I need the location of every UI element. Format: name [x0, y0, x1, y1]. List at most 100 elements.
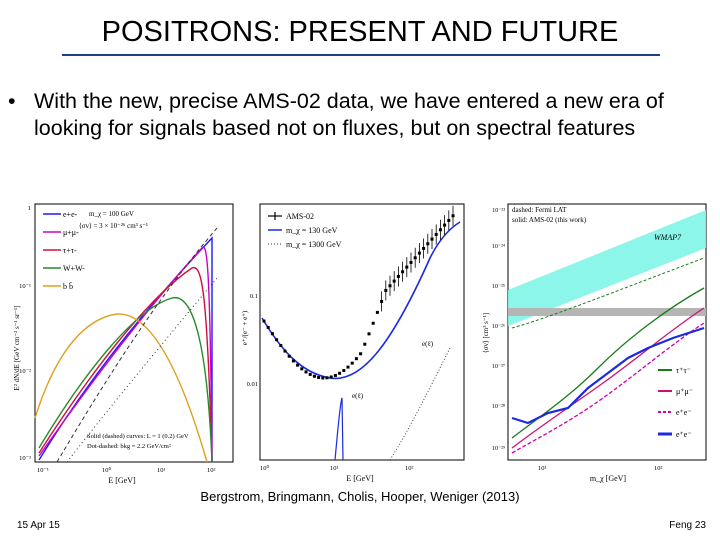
curve-ww [38, 297, 213, 463]
ams-data-point [287, 354, 291, 358]
line-feature [334, 397, 344, 461]
ams-data-point [296, 363, 300, 367]
ytick-2: 10⁻¹ [19, 283, 31, 290]
legend-mumu-limit: μ⁺μ⁻ [676, 387, 693, 396]
figure-caption: Bergstrom, Bringmann, Cholis, Hooper, We… [200, 489, 520, 504]
legend-mumu: μ+μ- [63, 228, 79, 237]
slide-number: Feng 23 [669, 520, 706, 531]
model-curve [261, 221, 461, 380]
p3-xtick-1: 10¹ [538, 465, 547, 472]
ams-data-point [371, 321, 375, 325]
xtick-2: 10⁰ [102, 466, 112, 474]
limit-ee-dashed [511, 322, 705, 454]
curve-mumu [38, 246, 213, 463]
slide-title: POSITRONS: PRESENT AND FUTURE [101, 16, 619, 48]
fermi-limit [511, 257, 705, 329]
legend-tautau-limit: τ⁺τ⁻ [676, 366, 691, 375]
spectra-plot: e+e- μ+μ- τ+τ- W+W- b b̄ m_χ = 100 GeV ⟨… [13, 203, 234, 485]
label-e-high: e(ℓ) [422, 340, 434, 348]
p3-ytick-1: 10⁻²³ [492, 208, 505, 214]
ams-data-point [312, 374, 316, 378]
legend-ee-dashed-limit: e⁺e⁻ [676, 408, 692, 417]
positron-legend: AMS-02 m_χ = 130 GeV m_χ = 1300 GeV [268, 212, 342, 249]
figure-panel-limits: WMAP7 dashed: Fermi LAT solid: AMS-02 (t… [478, 198, 710, 488]
curve-dashed [56, 227, 218, 463]
ams-data-point [300, 367, 304, 371]
ams-data-point [283, 349, 287, 353]
p3-ytick-6: 10⁻²⁸ [492, 404, 505, 410]
ams-data-points [262, 205, 455, 380]
p2-xtick-3: 10² [405, 465, 414, 472]
legend-tautau: τ+τ- [63, 246, 77, 255]
curve-tautau [38, 266, 213, 463]
spectra-ylabel: E² dN/dE [GeV cm⁻² s⁻¹ sr⁻¹] [13, 306, 21, 391]
p3-ytick-4: 10⁻²⁶ [492, 324, 505, 330]
curve-bb [34, 313, 208, 463]
limits-xlabel: m_χ [GeV] [590, 474, 627, 483]
limits-plot: WMAP7 dashed: Fermi LAT solid: AMS-02 (t… [482, 203, 707, 483]
gray-band [508, 308, 706, 316]
positron-ylabel: e⁺/(e⁻ + e⁺) [241, 310, 249, 345]
note-solid: Solid (dashed) curves: L = 1 (0.2) GeV [87, 433, 189, 440]
ams-data-point [338, 371, 342, 375]
limit-ee [511, 326, 705, 425]
p2-xtick-1: 10⁰ [260, 464, 270, 472]
xtick-3: 10¹ [157, 467, 166, 474]
bullet-item: • With the new, precise AMS-02 data, we … [8, 88, 708, 142]
figure-panel-positron-fraction: AMS-02 m_χ = 130 GeV m_χ = 1300 GeV e(ℓ)… [240, 198, 470, 488]
p3-ytick-7: 10⁻²⁹ [492, 446, 505, 452]
limit-mumu [511, 307, 705, 449]
legend-ams02: AMS-02 [286, 212, 314, 221]
ams-data-point [304, 370, 308, 374]
legend-fermi: dashed: Fermi LAT [512, 206, 567, 214]
limits-ylabel: ⟨σv⟩ [cm³ s⁻¹] [482, 313, 490, 353]
ams-data-point [354, 357, 358, 361]
label-e-low: e(ℓ) [352, 392, 364, 400]
ams-data-point [333, 373, 337, 377]
ams-data-point [346, 365, 350, 369]
p2-xtick-2: 10¹ [330, 465, 339, 472]
ams-data-point [266, 325, 270, 329]
positron-fraction-plot: AMS-02 m_χ = 130 GeV m_χ = 1300 GeV e(ℓ)… [241, 203, 465, 483]
ams-data-point [291, 359, 295, 363]
legend-ee: e+e- [63, 210, 78, 219]
legend-m1300: m_χ = 1300 GeV [286, 240, 342, 249]
ams-data-point [308, 372, 312, 376]
annot-sigmav: ⟨σv⟩ = 3 × 10⁻²⁶ cm³ s⁻¹ [79, 222, 148, 230]
positron-xlabel: E [GeV] [346, 474, 374, 483]
p3-ytick-2: 10⁻²⁴ [492, 244, 505, 250]
xtick-1: 10⁻¹ [37, 467, 49, 474]
wmap-band [508, 210, 706, 326]
ams-data-point [342, 368, 346, 372]
xtick-4: 10² [207, 467, 216, 474]
ams-data-point [359, 352, 363, 356]
spectra-legend: e+e- μ+μ- τ+τ- W+W- b b̄ [43, 210, 85, 291]
ams-data-point [275, 338, 279, 342]
p3-xtick-2: 10² [654, 465, 663, 472]
ytick-4: 10⁻³ [19, 455, 31, 462]
ams-data-point [375, 310, 379, 314]
p3-ytick-3: 10⁻²⁵ [492, 284, 505, 290]
ams-data-point [329, 375, 333, 379]
spectra-xlabel: E [GeV] [108, 476, 136, 485]
ams-data-point [321, 376, 325, 380]
ytick-1: 1 [28, 205, 31, 212]
ams-data-point [325, 376, 329, 380]
ams-data-point [262, 319, 266, 323]
note-dotdash: Dot-dashed: bkg = 2.2 GeV/cm² [87, 443, 171, 450]
ams-data-point [317, 375, 321, 379]
ytick-3: 10⁻² [19, 368, 31, 375]
heavy-curve [389, 347, 451, 461]
ams-data-point [270, 332, 274, 336]
p2-ytick-2: 0.01 [247, 381, 258, 388]
ams-data-point [350, 361, 354, 365]
wmap-label: WMAP7 [654, 233, 682, 242]
p3-ytick-5: 10⁻²⁷ [492, 364, 505, 370]
limits-legend: τ⁺τ⁻ μ⁺μ⁻ e⁺e⁻ e⁺e⁻ [658, 366, 693, 439]
bullet-text: With the new, precise AMS-02 data, we ha… [34, 89, 664, 140]
slide-date: 15 Apr 15 [17, 520, 60, 531]
title-underline [62, 54, 660, 56]
figure-panel-spectra: e+e- μ+μ- τ+τ- W+W- b b̄ m_χ = 100 GeV ⟨… [7, 198, 237, 488]
legend-ee-limit: e⁺e⁻ [676, 430, 692, 439]
ams-data-point [279, 344, 283, 348]
